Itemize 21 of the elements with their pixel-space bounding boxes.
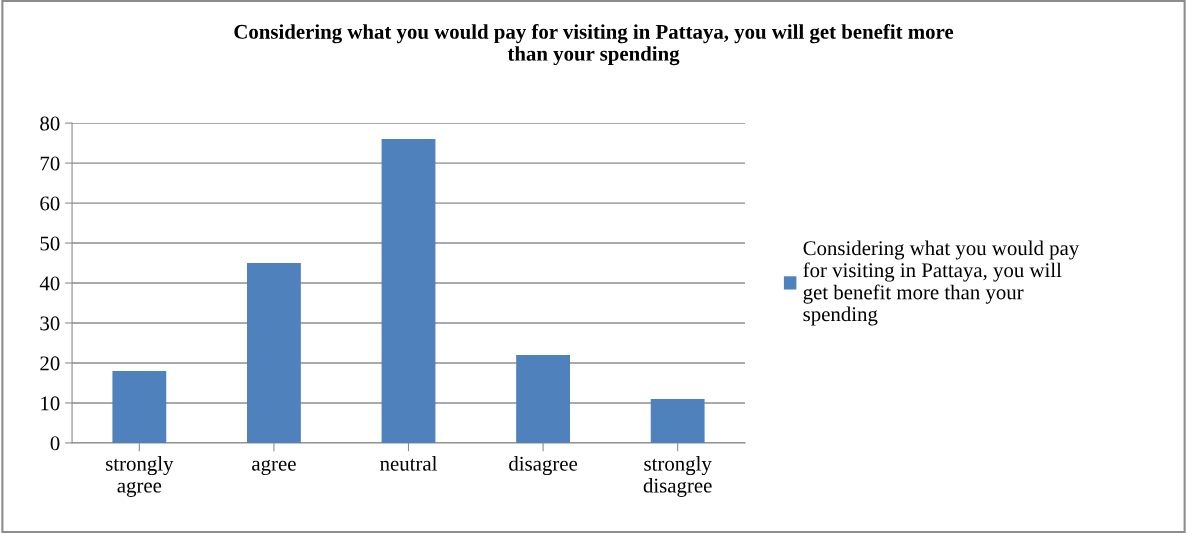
x-tick-label: disagree (509, 456, 578, 476)
y-tick-label: 30 (40, 316, 60, 331)
y-tick-label: 40 (39, 276, 60, 291)
x-tick-label: neutral (380, 456, 438, 471)
legend-label: Considering what you would pay for visiting in Pattaya, you will get benefit more than your spending (803, 240, 1080, 326)
bar (112, 370, 167, 443)
y-tick-label: 60 (40, 196, 60, 211)
y-tick-label: 80 (40, 116, 60, 131)
y-tick-label: 20 (40, 356, 60, 371)
y-tick-label: 0 (50, 436, 60, 451)
x-tick-label: strongly agree (106, 456, 174, 497)
bar (650, 398, 705, 443)
y-tick-label: 50 (40, 236, 60, 251)
x-tick-label: strongly disagree (643, 456, 712, 497)
y-tick-label: 70 (40, 156, 60, 171)
y-tick-label: 10 (41, 396, 60, 411)
x-tick-label: agree (252, 459, 296, 476)
bar (381, 139, 436, 443)
bar (247, 263, 301, 443)
chart-title: Considering what you would pay for visiting in Pattaya, you will get benefit more than your spending (234, 23, 954, 66)
bar (516, 354, 570, 443)
